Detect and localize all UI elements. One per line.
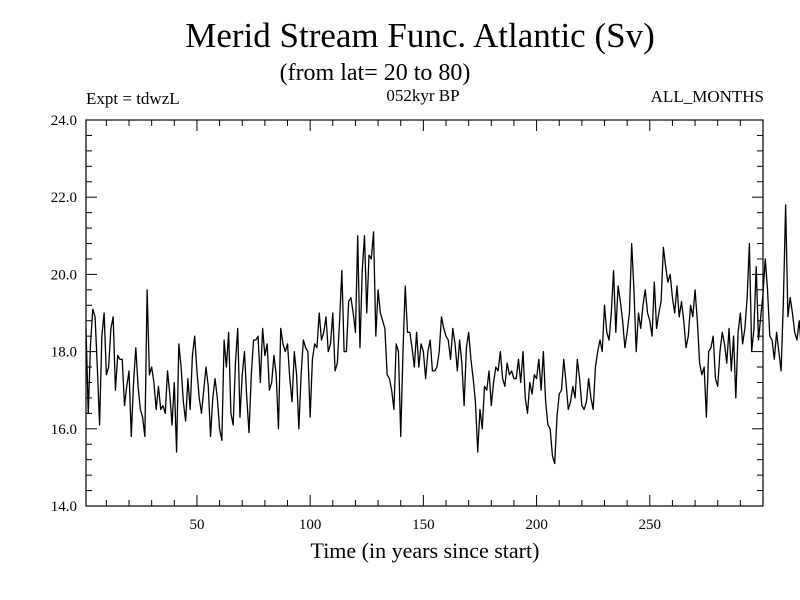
period-label: 052kyr BP xyxy=(386,86,460,105)
x-tick-label: 50 xyxy=(189,517,204,533)
y-tick-label: 22.0 xyxy=(51,190,77,206)
y-tick-label: 16.0 xyxy=(51,422,77,438)
y-tick-label: 14.0 xyxy=(51,499,77,515)
experiment-label: Expt = tdwzL xyxy=(86,89,180,108)
x-tick-label: 250 xyxy=(639,517,662,533)
y-tick-label: 24.0 xyxy=(51,113,77,129)
series-layer xyxy=(85,204,800,465)
x-axis-label: Time (in years since start) xyxy=(310,538,540,563)
x-tick-label: 200 xyxy=(525,517,548,533)
chart-subtitle: (from lat= 20 to 80) xyxy=(279,60,471,86)
months-label: ALL_MONTHS xyxy=(650,87,764,106)
y-tick-label: 18.0 xyxy=(51,345,77,361)
y-tick-label: 20.0 xyxy=(51,267,77,283)
x-tick-label: 150 xyxy=(412,517,435,533)
plot-frame xyxy=(85,119,764,507)
series-line xyxy=(85,204,800,465)
axis-ticks xyxy=(86,119,764,507)
x-tick-label: 100 xyxy=(299,517,322,533)
chart-title: Merid Stream Func. Atlantic (Sv) xyxy=(185,16,655,55)
axis-tick-labels: 50 100 150 200 250 14.0 16.0 18.0 20.0 22.0 24.0 xyxy=(51,113,661,533)
